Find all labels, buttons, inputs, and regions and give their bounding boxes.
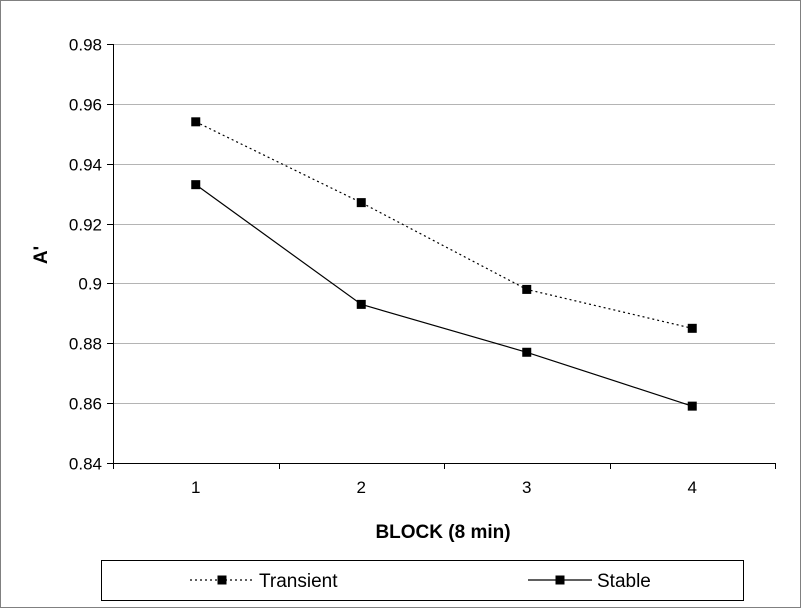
data-point-stable bbox=[687, 401, 697, 411]
y-axis-title: A' bbox=[31, 246, 52, 264]
x-tick-label: 4 bbox=[688, 478, 697, 497]
data-point-stable bbox=[522, 347, 532, 357]
x-axis-title: BLOCK (8 min) bbox=[375, 522, 510, 543]
x-tick-label: 2 bbox=[357, 478, 366, 497]
y-tick-label: 0.92 bbox=[69, 216, 102, 235]
x-tick-label: 1 bbox=[191, 478, 200, 497]
y-tick-label: 0.86 bbox=[69, 395, 102, 414]
data-point-stable bbox=[191, 180, 201, 190]
legend-marker bbox=[555, 575, 565, 585]
series-line-transient bbox=[195, 121, 693, 329]
y-tick-label: 0.9 bbox=[78, 275, 102, 294]
axes bbox=[107, 44, 776, 469]
y-tick-label: 0.88 bbox=[69, 335, 102, 354]
x-tick-label: 3 bbox=[522, 478, 531, 497]
data-point-transient bbox=[522, 284, 532, 294]
legend-label: Stable bbox=[597, 571, 651, 592]
legend-item-stable: Stable bbox=[528, 571, 651, 592]
y-tick-label: 0.98 bbox=[69, 36, 102, 55]
legend-marker bbox=[217, 575, 227, 585]
legend-box bbox=[101, 560, 744, 601]
legend: Transient Stable bbox=[101, 560, 744, 601]
data-point-stable bbox=[356, 299, 366, 309]
data-point-transient bbox=[356, 198, 366, 208]
series-line-stable bbox=[195, 184, 693, 407]
legend-item-transient: Transient bbox=[190, 571, 338, 592]
y-tick-label: 0.96 bbox=[69, 96, 102, 115]
gridlines bbox=[113, 44, 775, 404]
data-point-transient bbox=[191, 117, 201, 127]
data-point-transient bbox=[687, 323, 697, 333]
y-tick-label: 0.84 bbox=[69, 455, 102, 474]
tick-labels: 0.84 0.86 0.88 0.9 0.92 0.94 0.96 0.98 1 2 3 4 bbox=[69, 36, 697, 498]
series-lines bbox=[191, 117, 697, 411]
legend-label: Transient bbox=[259, 571, 338, 592]
y-tick-label: 0.94 bbox=[69, 156, 102, 175]
